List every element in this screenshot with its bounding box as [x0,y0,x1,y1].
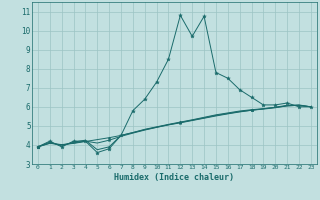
X-axis label: Humidex (Indice chaleur): Humidex (Indice chaleur) [115,173,234,182]
